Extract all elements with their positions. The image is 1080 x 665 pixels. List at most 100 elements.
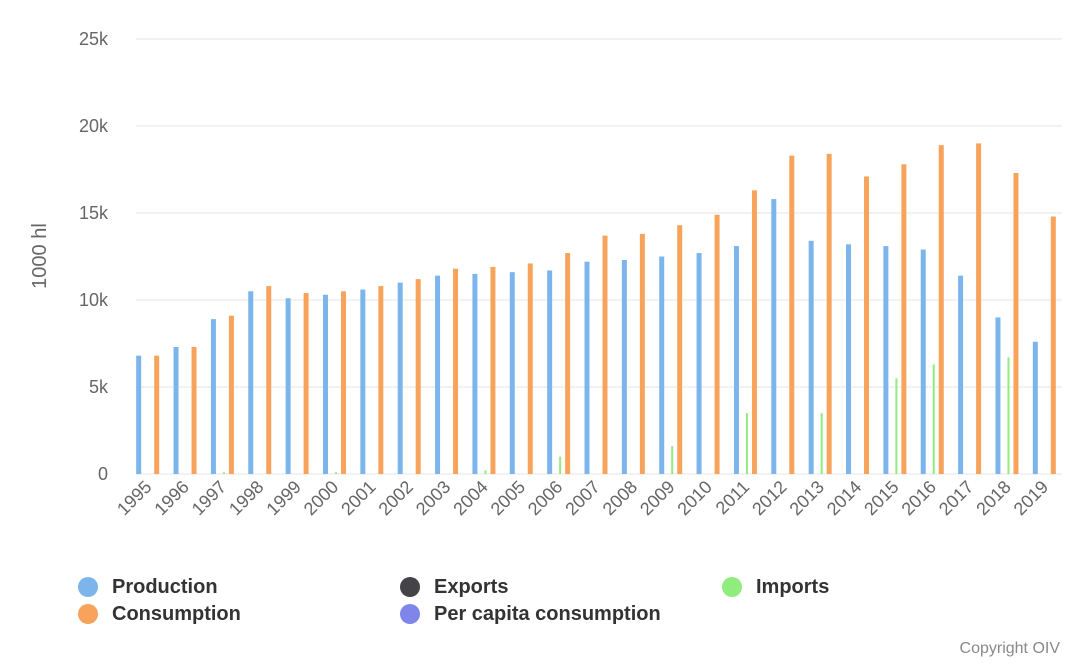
y-tick-label: 25k	[79, 29, 109, 49]
bar-imports-2004[interactable]	[484, 470, 487, 474]
x-tick-label: 1996	[150, 477, 192, 519]
y-tick-label: 20k	[79, 116, 109, 136]
x-tick-label: 2004	[449, 477, 491, 519]
bar-production-2000[interactable]	[322, 294, 328, 474]
bar-consumption-2009[interactable]	[677, 225, 683, 474]
legend-production-dot-icon	[78, 577, 98, 597]
y-tick-label: 5k	[89, 377, 109, 397]
bar-consumption-2004[interactable]	[490, 266, 496, 474]
bar-production-2007[interactable]	[584, 261, 590, 474]
bars	[136, 143, 1056, 475]
x-tick-label: 1995	[113, 477, 155, 519]
bar-production-2018[interactable]	[995, 317, 1001, 474]
bar-consumption-2016[interactable]	[938, 145, 944, 474]
legend-label-production: Production	[112, 575, 218, 598]
legend-label-consumption: Consumption	[112, 602, 241, 625]
bar-production-2009[interactable]	[659, 256, 665, 475]
bar-production-1996[interactable]	[173, 346, 179, 474]
bar-consumption-2015[interactable]	[901, 164, 907, 474]
bar-consumption-2006[interactable]	[565, 253, 571, 474]
bar-production-2011[interactable]	[733, 246, 739, 474]
legend-exports-dot-icon	[400, 577, 420, 597]
y-tick-label: 0	[98, 464, 108, 484]
bar-imports-1997[interactable]	[222, 472, 225, 474]
x-tick-label: 2002	[375, 477, 417, 519]
bar-consumption-2007[interactable]	[602, 235, 608, 474]
x-tick-label: 2016	[898, 477, 940, 519]
bar-consumption-2011[interactable]	[751, 190, 757, 474]
bar-consumption-1996[interactable]	[191, 346, 197, 474]
bar-production-1997[interactable]	[210, 319, 216, 474]
bar-production-2006[interactable]	[547, 270, 553, 474]
bar-production-2005[interactable]	[509, 272, 515, 474]
legend-imports-dot-icon	[722, 577, 742, 597]
bar-production-2014[interactable]	[846, 244, 852, 474]
bar-consumption-1999[interactable]	[303, 293, 309, 474]
bar-imports-2013[interactable]	[820, 413, 823, 474]
x-tick-label: 2006	[524, 477, 566, 519]
bar-consumption-2019[interactable]	[1050, 216, 1056, 475]
x-tick-label: 2015	[860, 477, 902, 519]
bar-imports-2006[interactable]	[559, 456, 562, 474]
bar-production-2003[interactable]	[435, 275, 441, 474]
x-tick-label: 2003	[412, 477, 454, 519]
bar-consumption-2002[interactable]	[415, 279, 421, 474]
x-tick-label: 1999	[262, 477, 304, 519]
x-tick-label: 2001	[337, 477, 379, 519]
x-tick-label: 2013	[786, 477, 828, 519]
x-tick-label: 2010	[673, 477, 715, 519]
bar-production-1998[interactable]	[248, 291, 254, 474]
bar-imports-2000[interactable]	[334, 472, 337, 474]
legend-item-production[interactable]: Production	[78, 574, 218, 600]
bar-consumption-2005[interactable]	[527, 263, 533, 474]
bar-imports-2015[interactable]	[895, 378, 898, 474]
bar-production-2001[interactable]	[360, 289, 366, 474]
bar-production-1995[interactable]	[136, 355, 142, 474]
bar-production-1999[interactable]	[285, 298, 291, 474]
legend-item-per-capita-consumption[interactable]: Per capita consumption	[400, 601, 661, 627]
bar-consumption-2012[interactable]	[789, 155, 795, 474]
y-axis-tick-labels: 0 5k 10k 15k 20k 25k	[79, 29, 109, 484]
legend-label-exports: Exports	[434, 575, 509, 598]
bar-production-2008[interactable]	[621, 259, 627, 474]
bar-imports-2009[interactable]	[671, 446, 674, 474]
bar-consumption-2008[interactable]	[639, 233, 645, 474]
bar-production-2010[interactable]	[696, 253, 702, 474]
bar-production-2002[interactable]	[397, 282, 403, 474]
x-axis-tick-labels: 1995199619971998199920002001200220032004…	[113, 477, 1052, 519]
bar-production-2004[interactable]	[472, 273, 478, 474]
bar-consumption-2014[interactable]	[864, 176, 870, 474]
bar-imports-2016[interactable]	[932, 364, 935, 474]
bar-consumption-2003[interactable]	[453, 268, 459, 474]
x-tick-label: 2018	[972, 477, 1014, 519]
x-tick-label: 2017	[935, 477, 977, 519]
bar-consumption-2000[interactable]	[340, 291, 346, 474]
y-tick-label: 15k	[79, 203, 109, 223]
y-tick-label: 10k	[79, 290, 109, 310]
legend-item-imports[interactable]: Imports	[722, 574, 829, 600]
bar-consumption-1995[interactable]	[154, 355, 160, 474]
bar-consumption-2010[interactable]	[714, 214, 720, 475]
legend-item-exports[interactable]: Exports	[400, 574, 508, 600]
bar-production-2012[interactable]	[771, 199, 777, 474]
legend-item-consumption[interactable]: Consumption	[78, 601, 241, 627]
bar-chart: 0 5k 10k 15k 20k 25k 1000 hl 1995199619971998…	[29, 29, 1062, 519]
bar-imports-2011[interactable]	[745, 413, 748, 474]
legend-consumption-dot-icon	[78, 604, 98, 624]
bar-consumption-2017[interactable]	[976, 143, 982, 474]
bar-production-2017[interactable]	[958, 275, 964, 474]
bar-consumption-2018[interactable]	[1013, 172, 1019, 475]
x-tick-label: 1997	[188, 477, 230, 519]
bar-production-2013[interactable]	[808, 240, 814, 474]
bar-consumption-2001[interactable]	[378, 286, 384, 474]
bar-imports-2018[interactable]	[1007, 357, 1010, 474]
legend-per-capita-dot-icon	[400, 604, 420, 624]
bar-production-2015[interactable]	[883, 246, 889, 474]
x-tick-label: 2005	[487, 477, 529, 519]
bar-production-2019[interactable]	[1032, 341, 1038, 474]
bar-production-2016[interactable]	[920, 249, 926, 474]
bar-consumption-1997[interactable]	[228, 315, 234, 474]
legend-label-per-capita-consumption: Per capita consumption	[434, 602, 661, 625]
bar-consumption-1998[interactable]	[266, 286, 272, 474]
bar-consumption-2013[interactable]	[826, 153, 832, 474]
